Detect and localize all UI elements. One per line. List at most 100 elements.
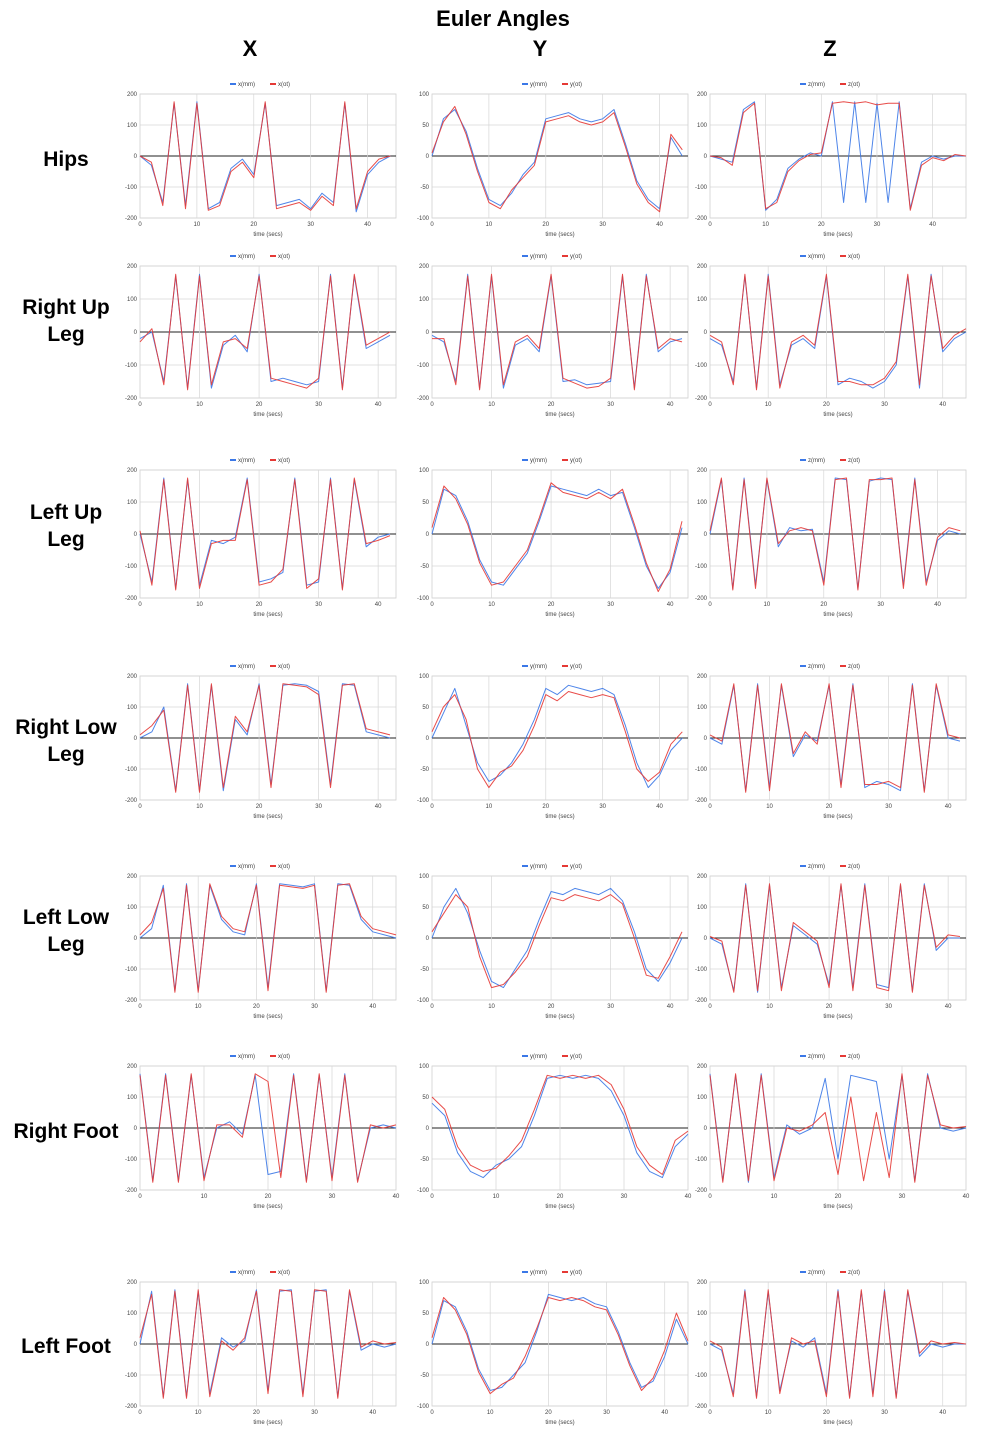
legend-label: y(ot) (570, 458, 582, 464)
column-header-z: Z (823, 36, 837, 61)
y-tick-label: 200 (697, 92, 708, 98)
x-tick-label: 10 (196, 602, 203, 608)
x-tick-label: 0 (430, 1004, 434, 1010)
x-tick-label: 30 (899, 1194, 906, 1200)
y-tick-label: -200 (695, 1188, 708, 1194)
y-tick-label: 100 (697, 705, 708, 711)
y-tick-label: 0 (426, 330, 430, 336)
x-axis-label: time (secs) (253, 412, 282, 418)
x-axis-label: time (secs) (253, 1420, 282, 1426)
x-tick-label: 40 (375, 402, 382, 408)
column-header-y: Y (532, 36, 548, 61)
y-tick-label: 200 (697, 874, 708, 880)
series-line-y(ot) (431, 482, 683, 593)
x-tick-label: 20 (826, 804, 833, 810)
y-tick-label: 100 (127, 705, 138, 711)
y-tick-label: -100 (417, 596, 430, 602)
y-tick-label: 0 (426, 936, 430, 942)
chart-13: -100 -50 0 50 100 0 10 20 30 40 time (secs) y(mm) y(… (417, 864, 689, 1020)
y-tick-label: 100 (127, 905, 138, 911)
chart-12: -200 -100 0 100 200 0 10 20 30 40 time (secs) x(mm)… (125, 864, 397, 1020)
y-tick-label: 100 (697, 905, 708, 911)
x-tick-label: 0 (708, 1194, 712, 1200)
y-tick-label: 200 (697, 264, 708, 270)
legend-label: x(ot) (848, 254, 860, 260)
x-tick-label: 30 (315, 402, 322, 408)
y-tick-label: 0 (134, 154, 138, 160)
legend-label: x(ot) (278, 82, 290, 88)
x-tick-label: 30 (607, 402, 614, 408)
chart-7: -100 -50 0 50 100 0 10 20 30 40 time (secs) y(mm) y(… (417, 458, 689, 618)
x-tick-label: 20 (557, 1194, 564, 1200)
y-tick-label: 0 (134, 1126, 138, 1132)
y-tick-label: 0 (426, 736, 430, 742)
y-tick-label: 100 (419, 874, 430, 880)
series-line-y(ot) (431, 1074, 689, 1175)
row-label-left-up-leg: Left Up Leg (29, 501, 103, 551)
y-tick-label: -100 (417, 363, 430, 369)
series-line-y(ot) (431, 691, 683, 789)
x-tick-label: 20 (253, 1004, 260, 1010)
y-tick-label: -100 (125, 1373, 138, 1379)
legend-label: x(mm) (238, 664, 255, 670)
y-tick-label: 200 (127, 264, 138, 270)
y-tick-label: 200 (697, 468, 708, 474)
row-label-right-up-leg: Right Up Leg (22, 296, 110, 346)
legend-label: z(mm) (808, 864, 825, 870)
x-tick-label: 10 (488, 402, 495, 408)
x-tick-label: 20 (250, 222, 257, 228)
x-tick-label: 0 (708, 1410, 712, 1416)
y-tick-label: -100 (125, 185, 138, 191)
x-axis-label: time (secs) (545, 814, 574, 820)
chart-9: -200 -100 0 100 200 0 10 20 30 40 time (secs) x(mm)… (125, 664, 397, 820)
series-line-y(mm) (431, 109, 683, 210)
x-tick-label: 10 (762, 222, 769, 228)
column-header-x: X (242, 36, 258, 61)
legend-label: z(mm) (808, 664, 825, 670)
x-axis-label: time (secs) (545, 1204, 574, 1210)
y-tick-label: -100 (417, 798, 430, 804)
x-axis-label: time (secs) (253, 1014, 282, 1020)
row-label-left-foot: Left Foot (21, 1335, 111, 1358)
x-tick-label: 20 (256, 402, 263, 408)
chart-10: -100 -50 0 50 100 0 10 20 30 40 time (secs) y(mm) y(… (417, 664, 689, 820)
legend-label: z(ot) (848, 82, 860, 88)
x-tick-label: 40 (667, 402, 674, 408)
y-tick-label: -200 (695, 998, 708, 1004)
x-tick-label: 20 (823, 1410, 830, 1416)
x-tick-label: 40 (934, 602, 941, 608)
x-axis-label: time (secs) (253, 814, 282, 820)
legend-label: y(ot) (570, 1054, 582, 1060)
y-tick-label: -200 (125, 798, 138, 804)
legend-label: x(mm) (238, 82, 255, 88)
x-tick-label: 40 (369, 1004, 376, 1010)
y-tick-label: 100 (419, 1064, 430, 1070)
y-tick-label: 200 (127, 92, 138, 98)
row-label-right-foot: Right Foot (13, 1120, 119, 1143)
row-label-left-low-leg: Left Low Leg (22, 906, 110, 956)
x-tick-label: 40 (685, 1194, 692, 1200)
series-line-z(ot) (709, 883, 961, 993)
x-tick-label: 10 (195, 1004, 202, 1010)
x-tick-label: 30 (599, 222, 606, 228)
y-tick-label: -100 (695, 363, 708, 369)
y-tick-label: 200 (127, 1064, 138, 1070)
x-tick-label: 20 (253, 1410, 260, 1416)
row-label-right-low-leg: Right Low Leg (15, 716, 117, 766)
x-tick-label: 10 (771, 1194, 778, 1200)
legend-label: z(mm) (808, 1054, 825, 1060)
y-tick-label: 100 (697, 1095, 708, 1101)
legend-label: x(mm) (238, 864, 255, 870)
x-axis-label: time (secs) (823, 232, 852, 238)
x-tick-label: 20 (548, 402, 555, 408)
chart-17: -200 -100 0 100 200 0 10 20 30 40 time (secs) z(mm)… (695, 1054, 970, 1210)
x-tick-label: 30 (874, 222, 881, 228)
y-tick-label: 200 (127, 674, 138, 680)
y-tick-label: -100 (125, 967, 138, 973)
series-line-y(ot) (431, 1297, 689, 1395)
x-tick-label: 0 (708, 1004, 712, 1010)
x-tick-label: 0 (430, 1410, 434, 1416)
y-tick-label: 50 (422, 1095, 429, 1101)
legend-label: x(mm) (238, 458, 255, 464)
x-axis-label: time (secs) (823, 412, 852, 418)
